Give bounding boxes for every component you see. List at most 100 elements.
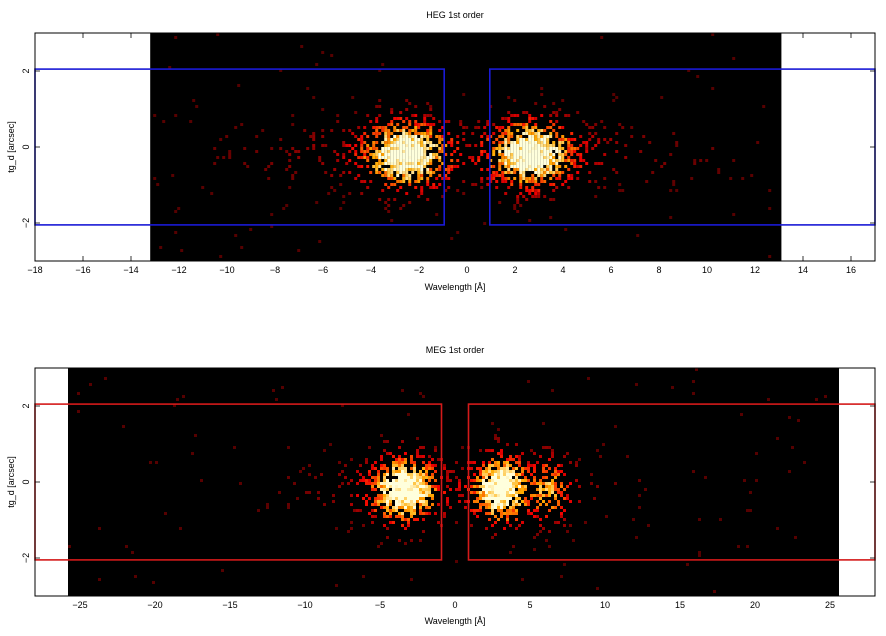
heg-count-pixel	[522, 111, 526, 114]
heg-count-pixel	[519, 183, 523, 186]
heg-count-pixel	[555, 159, 559, 162]
heg-count-pixel	[462, 132, 466, 135]
heg-count-pixel	[513, 123, 517, 126]
heg-count-pixel	[531, 129, 535, 132]
meg-count-pixel	[419, 539, 422, 542]
meg-count-pixel	[788, 470, 791, 473]
heg-count-pixel	[435, 213, 439, 216]
meg-count-pixel	[398, 503, 401, 506]
heg-count-pixel	[375, 162, 379, 165]
meg-count-pixel	[323, 503, 326, 506]
meg-count-pixel	[344, 464, 347, 467]
meg-count-pixel	[503, 485, 506, 488]
heg-count-pixel	[405, 150, 409, 153]
heg-count-pixel	[429, 123, 433, 126]
meg-count-pixel	[515, 476, 518, 479]
meg-count-pixel	[296, 497, 299, 500]
heg-count-pixel	[393, 162, 397, 165]
meg-count-pixel	[395, 464, 398, 467]
meg-count-pixel	[437, 458, 440, 461]
heg-count-pixel	[240, 246, 244, 249]
heg-count-pixel	[384, 162, 388, 165]
heg-count-pixel	[663, 162, 667, 165]
meg-count-pixel	[434, 470, 437, 473]
heg-count-pixel	[378, 198, 382, 201]
meg-count-pixel	[512, 545, 515, 548]
heg-count-pixel	[255, 150, 259, 153]
meg-count-pixel	[512, 503, 515, 506]
meg-count-pixel	[548, 500, 551, 503]
meg-count-pixel	[419, 494, 422, 497]
heg-count-pixel	[492, 153, 496, 156]
meg-count-pixel	[545, 539, 548, 542]
meg-count-pixel	[356, 470, 359, 473]
meg-count-pixel	[590, 482, 593, 485]
meg-count-pixel	[371, 464, 374, 467]
meg-count-pixel	[431, 494, 434, 497]
meg-count-pixel	[560, 506, 563, 509]
meg-count-pixel	[455, 476, 458, 479]
meg-count-pixel	[488, 467, 491, 470]
meg-count-pixel	[473, 485, 476, 488]
meg-count-pixel	[554, 470, 557, 473]
heg-count-pixel	[570, 150, 574, 153]
meg-count-pixel	[422, 500, 425, 503]
heg-count-pixel	[525, 156, 529, 159]
heg-count-pixel	[600, 36, 604, 39]
heg-count-pixel	[453, 150, 457, 153]
meg-count-pixel	[557, 473, 560, 476]
meg-count-pixel	[383, 524, 386, 527]
heg-count-pixel	[516, 165, 520, 168]
meg-count-pixel	[392, 482, 395, 485]
meg-count-pixel	[524, 488, 527, 491]
meg-count-pixel	[362, 575, 365, 578]
heg-count-pixel	[309, 135, 313, 138]
meg-count-pixel	[776, 527, 779, 530]
meg-count-pixel	[416, 494, 419, 497]
heg-count-pixel	[516, 159, 520, 162]
heg-count-pixel	[402, 165, 406, 168]
heg-count-pixel	[618, 189, 622, 192]
heg-count-pixel	[480, 135, 484, 138]
heg-count-pixel	[642, 135, 646, 138]
heg-count-pixel	[531, 126, 535, 129]
meg-count-pixel	[380, 482, 383, 485]
meg-count-pixel	[374, 476, 377, 479]
meg-count-pixel	[635, 383, 638, 386]
meg-count-pixel	[419, 488, 422, 491]
meg-count-pixel	[410, 455, 413, 458]
meg-count-pixel	[548, 509, 551, 512]
heg-count-pixel	[240, 123, 244, 126]
meg-count-pixel	[371, 485, 374, 488]
meg-count-pixel	[122, 425, 125, 428]
meg-count-pixel	[521, 491, 524, 494]
heg-x-tick-label: 6	[608, 265, 613, 275]
meg-count-pixel	[392, 464, 395, 467]
meg-count-pixel	[638, 494, 641, 497]
meg-count-pixel	[551, 485, 554, 488]
meg-count-pixel	[485, 467, 488, 470]
meg-count-pixel	[512, 509, 515, 512]
meg-count-pixel	[395, 485, 398, 488]
heg-count-pixel	[576, 165, 580, 168]
heg-count-pixel	[630, 135, 634, 138]
heg-count-pixel	[462, 126, 466, 129]
meg-count-pixel	[503, 476, 506, 479]
meg-count-pixel	[395, 473, 398, 476]
meg-count-pixel	[803, 461, 806, 464]
meg-count-pixel	[416, 449, 419, 452]
meg-count-pixel	[425, 503, 428, 506]
meg-count-pixel	[497, 467, 500, 470]
meg-count-pixel	[377, 479, 380, 482]
heg-count-pixel	[558, 156, 562, 159]
meg-count-pixel	[422, 518, 425, 521]
meg-count-pixel	[509, 494, 512, 497]
heg-count-pixel	[564, 114, 568, 117]
heg-count-pixel	[540, 138, 544, 141]
heg-count-pixel	[405, 162, 409, 165]
meg-count-pixel	[482, 461, 485, 464]
meg-count-pixel	[470, 524, 473, 527]
heg-count-pixel	[159, 246, 163, 249]
heg-count-pixel	[423, 120, 427, 123]
heg-count-pixel	[414, 126, 418, 129]
